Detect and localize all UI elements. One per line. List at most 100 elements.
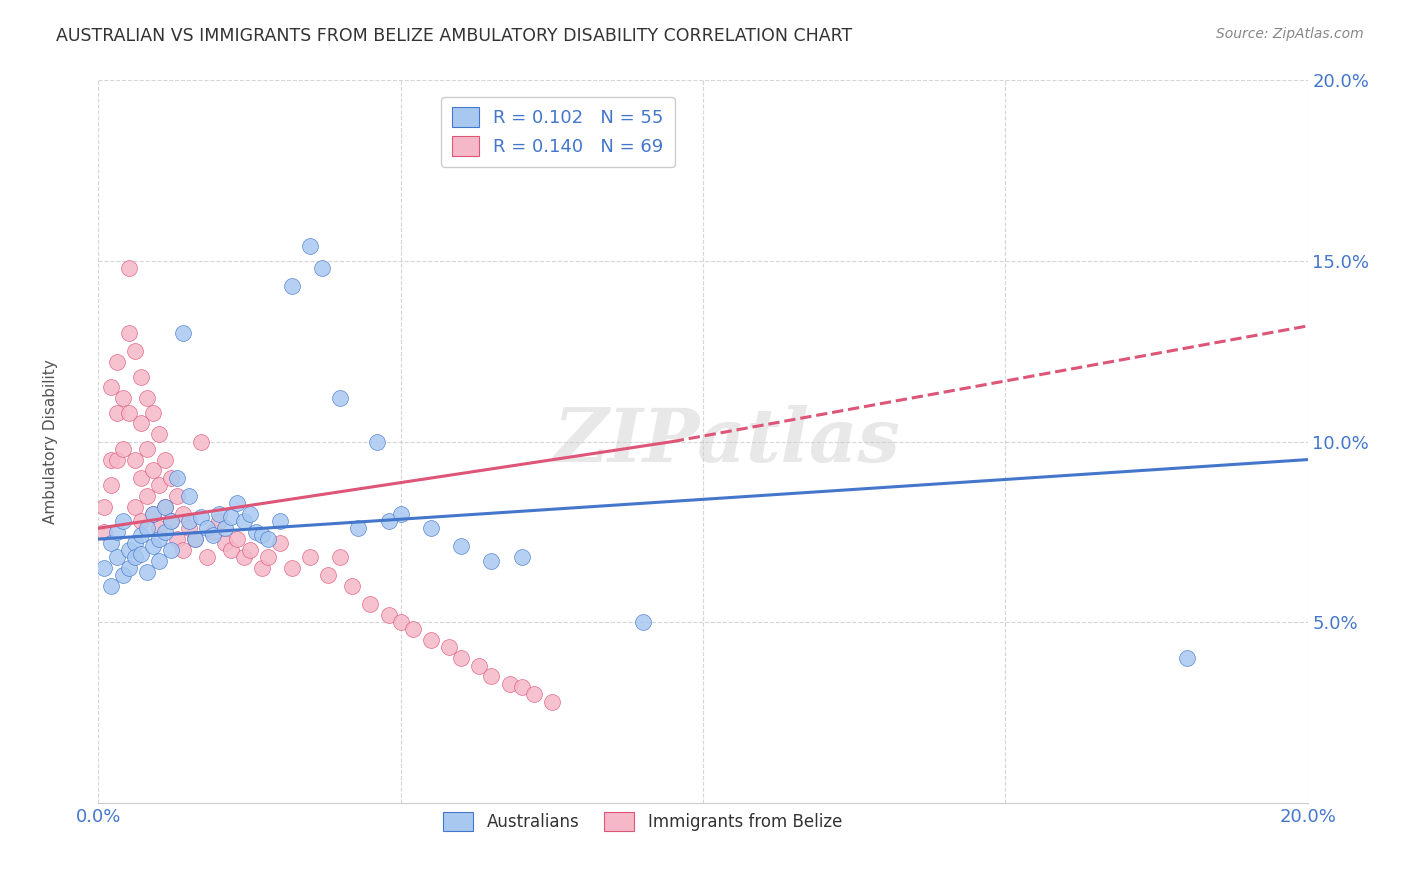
Point — [214, 521, 236, 535]
Point — [510, 680, 533, 694]
Point — [129, 471, 152, 485]
Point — [221, 510, 243, 524]
Point — [256, 532, 278, 546]
Point — [239, 542, 262, 557]
Point — [124, 452, 146, 467]
Point — [100, 579, 122, 593]
Point — [118, 406, 141, 420]
Point — [269, 514, 291, 528]
Point — [540, 695, 562, 709]
Point — [437, 640, 460, 655]
Point — [100, 380, 122, 394]
Point — [100, 535, 122, 549]
Point — [481, 554, 503, 568]
Point — [281, 279, 304, 293]
Point — [166, 532, 188, 546]
Point — [342, 579, 364, 593]
Point — [631, 615, 654, 630]
Point — [118, 326, 141, 340]
Point — [179, 514, 201, 528]
Point — [118, 542, 141, 557]
Point — [142, 507, 165, 521]
Point — [135, 489, 157, 503]
Point — [250, 528, 273, 542]
Point — [269, 535, 291, 549]
Point — [135, 391, 157, 405]
Point — [105, 355, 128, 369]
Point — [172, 542, 194, 557]
Point — [105, 524, 128, 539]
Legend: Australians, Immigrants from Belize: Australians, Immigrants from Belize — [436, 805, 849, 838]
Point — [366, 434, 388, 449]
Point — [311, 261, 333, 276]
Point — [142, 507, 165, 521]
Text: AUSTRALIAN VS IMMIGRANTS FROM BELIZE AMBULATORY DISABILITY CORRELATION CHART: AUSTRALIAN VS IMMIGRANTS FROM BELIZE AMB… — [56, 27, 852, 45]
Point — [316, 568, 339, 582]
Point — [142, 463, 165, 477]
Point — [245, 524, 267, 539]
Point — [377, 607, 399, 622]
Point — [190, 434, 212, 449]
Point — [179, 521, 201, 535]
Point — [329, 550, 352, 565]
Point — [148, 554, 170, 568]
Point — [172, 326, 194, 340]
Point — [214, 535, 236, 549]
Point — [226, 496, 249, 510]
Point — [111, 514, 134, 528]
Point — [142, 406, 165, 420]
Point — [142, 539, 165, 553]
Point — [256, 550, 278, 565]
Point — [239, 507, 262, 521]
Point — [148, 478, 170, 492]
Point — [450, 651, 472, 665]
Text: Source: ZipAtlas.com: Source: ZipAtlas.com — [1216, 27, 1364, 41]
Point — [377, 514, 399, 528]
Text: ZIPatlas: ZIPatlas — [554, 405, 901, 478]
Point — [481, 669, 503, 683]
Point — [129, 514, 152, 528]
Point — [172, 507, 194, 521]
Point — [420, 633, 443, 648]
Point — [148, 532, 170, 546]
Point — [299, 239, 322, 253]
Point — [153, 452, 176, 467]
Point — [510, 550, 533, 565]
Point — [148, 427, 170, 442]
Point — [93, 524, 115, 539]
Point — [420, 521, 443, 535]
Point — [208, 507, 231, 521]
Point — [450, 539, 472, 553]
Point — [100, 452, 122, 467]
Point — [153, 500, 176, 514]
Point — [124, 344, 146, 359]
Point — [118, 261, 141, 276]
Point — [179, 489, 201, 503]
Point — [498, 676, 520, 690]
Point — [347, 521, 370, 535]
Point — [100, 478, 122, 492]
Point — [1175, 651, 1198, 665]
Point — [129, 547, 152, 561]
Point — [202, 524, 225, 539]
Point — [135, 442, 157, 456]
Point — [360, 597, 382, 611]
Point — [129, 369, 152, 384]
Point — [389, 507, 412, 521]
Text: Ambulatory Disability: Ambulatory Disability — [42, 359, 58, 524]
Point — [329, 391, 352, 405]
Point — [111, 568, 134, 582]
Point — [160, 471, 183, 485]
Point — [135, 521, 157, 535]
Point — [124, 500, 146, 514]
Point — [124, 535, 146, 549]
Point — [250, 561, 273, 575]
Point — [281, 561, 304, 575]
Point — [160, 542, 183, 557]
Point — [195, 521, 218, 535]
Point — [111, 391, 134, 405]
Point — [105, 406, 128, 420]
Point — [129, 417, 152, 431]
Point — [232, 514, 254, 528]
Point — [105, 550, 128, 565]
